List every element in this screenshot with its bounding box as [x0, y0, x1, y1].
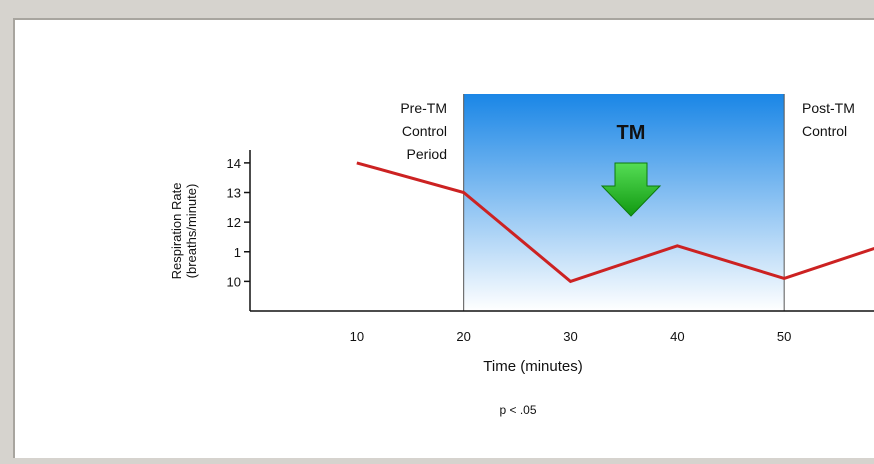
down-arrow-icon: [600, 162, 662, 217]
tm-region-label: TM: [617, 122, 646, 144]
y-axis-label-line1: Respiration Rate: [169, 183, 184, 280]
y-tick-label: 13: [227, 186, 241, 201]
x-tick-label: 50: [777, 329, 791, 344]
post-region-label-1: Post-TM: [802, 100, 855, 116]
x-tick-label: 30: [563, 329, 577, 344]
pre-region-label-1: Pre-TM: [400, 100, 447, 116]
post-region-label-2: Control: [802, 123, 847, 139]
x-tick-label: 10: [350, 329, 364, 344]
y-tick-label: 12: [227, 215, 241, 230]
x-tick-label: 40: [670, 329, 684, 344]
y-tick-label: 10: [227, 274, 241, 289]
y-tick-label: 1: [234, 245, 241, 260]
significance-annotation: p < .05: [499, 403, 536, 417]
series-line: [356, 161, 874, 284]
y-axis-label-line2: (breaths/minute): [184, 184, 199, 279]
pre-region-label-2: Control: [402, 123, 447, 139]
pre-region-label-3: Period: [407, 146, 447, 162]
y-tick-label: 14: [227, 156, 241, 171]
x-tick-label: 20: [456, 329, 470, 344]
x-axis-label: Time (minutes): [483, 358, 582, 375]
